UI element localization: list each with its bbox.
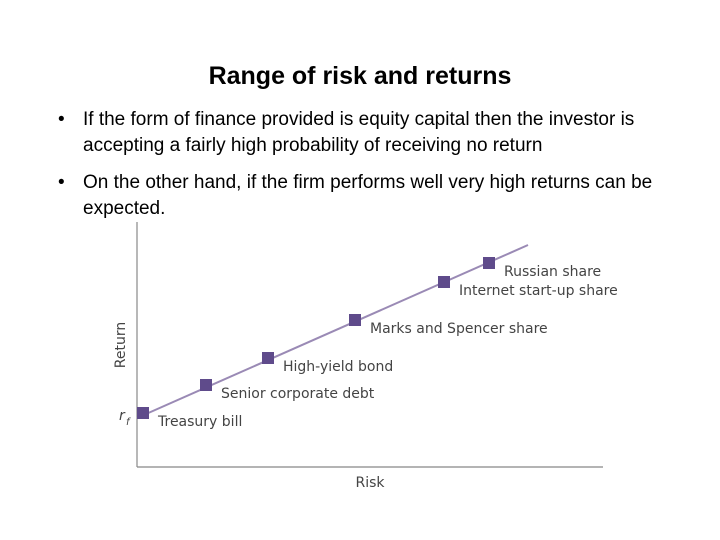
point-marker [483, 257, 495, 269]
x-axis-label: Risk [355, 475, 385, 491]
point-marker [137, 407, 149, 419]
point-marker [200, 379, 212, 391]
point-marker [262, 352, 274, 364]
baseline-label: r [119, 408, 126, 424]
bullet-text: On the other hand, if the firm performs … [83, 172, 653, 219]
point-label: Treasury bill [157, 414, 242, 430]
point-marker [349, 314, 361, 326]
point-label: Russian share [504, 264, 601, 280]
slide-title: Range of risk and returns [208, 62, 512, 90]
point-label: Internet start-up share [459, 283, 618, 299]
baseline-subscript: f [126, 417, 131, 428]
point-marker [438, 276, 450, 288]
point-label: High-yield bond [283, 359, 393, 375]
point-label: Senior corporate debt [221, 386, 375, 402]
y-axis-label: Return [113, 322, 129, 368]
point-label: Marks and Spencer share [370, 321, 548, 337]
bullet-text: If the form of finance provided is equit… [83, 109, 635, 156]
